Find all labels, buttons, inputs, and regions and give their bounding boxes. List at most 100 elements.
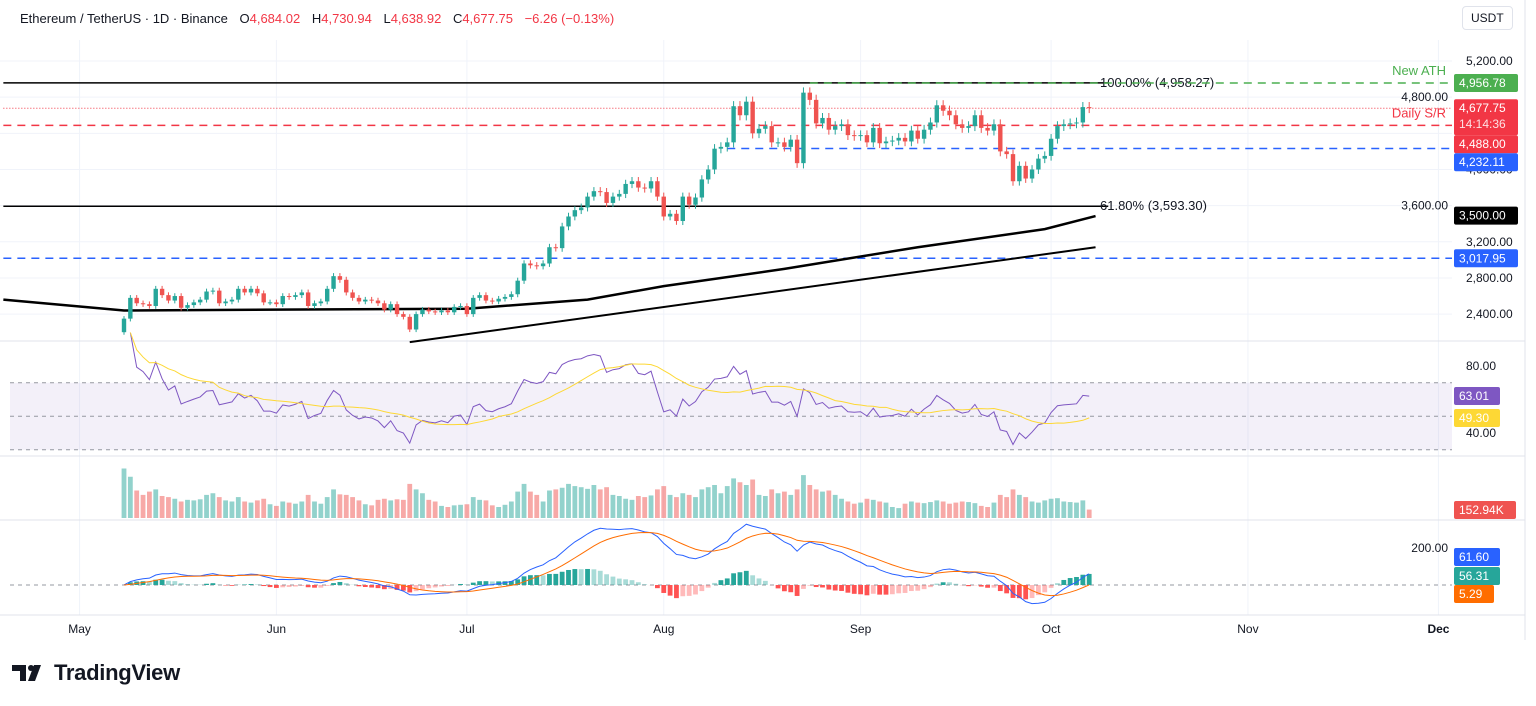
candle-body (794, 139, 800, 164)
volume-bar (953, 502, 959, 518)
volume-bar (521, 483, 527, 518)
volume-bar (1080, 500, 1086, 518)
volume-bar (1061, 501, 1067, 518)
macd-histogram-badge-bg (1454, 567, 1500, 585)
tradingview-logo[interactable]: TradingView (12, 660, 180, 686)
macd-histogram-bar (788, 585, 794, 593)
volume-bar (426, 499, 432, 518)
price-axis[interactable]: 5,200.004,800.004,000.003,600.003,200.00… (1401, 54, 1513, 555)
volume-bar (318, 503, 324, 518)
macd-histogram-bar (1010, 585, 1016, 598)
rsi-ma-badge: 49.30 (1459, 411, 1489, 425)
volume-bar (801, 475, 806, 518)
rsi-ma-line (129, 332, 1090, 426)
candle-body (331, 276, 336, 289)
candle-body (248, 288, 254, 293)
volume-bar (610, 494, 616, 518)
volume-bar (756, 494, 762, 518)
volume-bar (959, 501, 965, 518)
candle-body (236, 288, 241, 300)
candle-body (801, 92, 806, 164)
volume-bar (274, 505, 279, 518)
volume-bar (674, 497, 679, 518)
macd-histogram-bar (470, 582, 476, 585)
macd-histogram-bar (521, 576, 527, 585)
macd-histogram-bar (464, 584, 470, 585)
macd-histogram-bar (381, 585, 387, 590)
macd-histogram-bar (242, 584, 248, 585)
volume-bar (604, 487, 609, 518)
volume-bar (1067, 502, 1073, 518)
candle-body (477, 295, 482, 298)
symbol-title: Ethereum / TetherUS · 1D · Binance (20, 11, 228, 26)
candle-body (1055, 126, 1060, 139)
macd-histogram-bar (762, 580, 768, 585)
macd-histogram-bar (1074, 577, 1079, 585)
candle-body (890, 140, 895, 142)
candle-body (394, 304, 400, 315)
candle-body (312, 303, 317, 306)
candle-body (388, 304, 393, 310)
ma-badge: 3,500.00 (1459, 209, 1506, 223)
candle-body (255, 288, 260, 294)
macd-histogram-bar (585, 568, 590, 585)
volume-bar (172, 498, 178, 518)
volume-bar (331, 489, 336, 518)
macd-histogram-bar (318, 585, 324, 588)
volume-bar (350, 497, 355, 518)
candle-body (902, 137, 908, 142)
time-tick-label: Sep (850, 622, 872, 636)
macd-histogram-bar (839, 585, 844, 591)
candle-body (833, 126, 838, 130)
candle-body (871, 127, 876, 143)
macd-histogram-bar (909, 585, 914, 592)
candle-body (769, 126, 774, 143)
macd-histogram-bar (274, 585, 279, 588)
volume-bar (153, 489, 159, 518)
volume-bar (553, 489, 559, 518)
candle-body (883, 141, 889, 144)
volume-bar (566, 483, 571, 518)
candle-body (356, 297, 362, 302)
low-label: L (383, 11, 390, 26)
macd-histogram-bar (172, 581, 178, 585)
volume-bar (1042, 500, 1048, 518)
candle-body (744, 101, 749, 116)
volume-bar (578, 487, 584, 518)
macd-histogram-bar (508, 581, 514, 585)
volume-bar (299, 501, 305, 518)
candle-body (934, 105, 939, 123)
volume-bar (851, 503, 857, 518)
volume-bar (204, 494, 209, 518)
candle-body (1042, 155, 1047, 159)
candle-body (432, 311, 438, 313)
volume-bar (642, 497, 648, 518)
candle-body (274, 302, 279, 305)
signal-line (123, 532, 1090, 597)
candle-body (1061, 124, 1066, 127)
macd-histogram-bar (528, 575, 533, 585)
volume-bar (147, 491, 152, 518)
macd-histogram-bar (540, 575, 546, 585)
volume-bar (515, 491, 521, 518)
volume-bar (737, 482, 743, 518)
macd-histogram-bar (953, 583, 959, 585)
volume-bar (229, 501, 235, 518)
macd-histogram-bar (667, 585, 673, 596)
candle-body (636, 181, 641, 188)
macd-histogram-bar (756, 578, 762, 585)
level-label-new-ath: New ATH (1392, 63, 1446, 78)
volume-bar (362, 504, 368, 518)
countdown-badge: 14:14:36 (1459, 117, 1506, 131)
macd-histogram-bar (889, 585, 895, 595)
candle-body (521, 263, 527, 281)
time-axis[interactable]: May Jun Jul Aug Sep Oct Nov Dec (68, 622, 1450, 636)
macd-histogram-bar (147, 581, 152, 585)
candle-body (223, 301, 228, 304)
signal-value-badge-bg (1454, 585, 1494, 603)
candle-body (121, 318, 127, 333)
volume-bar (375, 499, 381, 518)
macd-histogram-bar (185, 584, 190, 585)
currency-button[interactable]: USDT (1462, 6, 1513, 30)
